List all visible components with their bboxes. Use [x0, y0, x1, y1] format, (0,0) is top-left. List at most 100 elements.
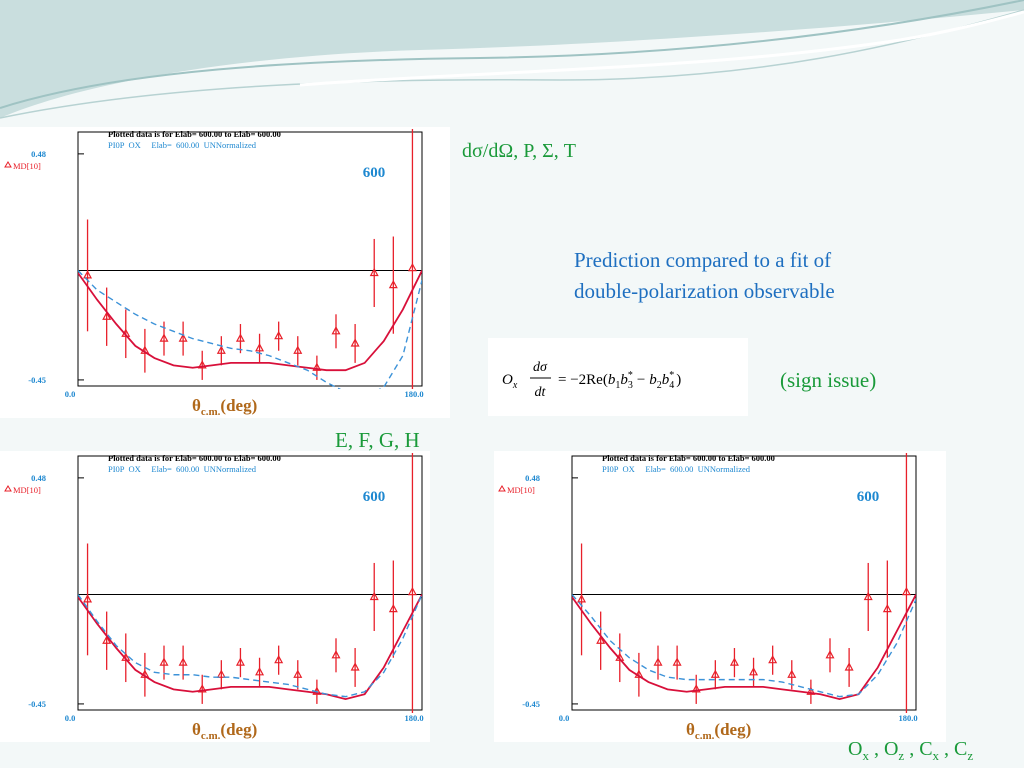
x-axis-unit: (deg) [220, 396, 257, 415]
note: (sign issue) [780, 368, 876, 392]
observable: x [862, 748, 869, 763]
chart-title: Plotted data is for Elab= 600.00 to Elab… [602, 453, 775, 463]
data-point [369, 267, 379, 277]
data-point [216, 345, 226, 354]
fit-curve [78, 594, 422, 700]
legend-label: MD[10] [13, 161, 41, 171]
formula-part: 3 [628, 380, 633, 391]
data-point [274, 330, 284, 340]
annotation: 600 [363, 165, 386, 181]
chart-background [0, 127, 450, 418]
y-tick-label: 0.48 [525, 473, 540, 483]
formula-part: − [637, 372, 645, 388]
data-point [806, 686, 816, 695]
x-axis-unit: (deg) [714, 720, 751, 739]
data-point [83, 594, 93, 603]
data-point [901, 586, 911, 596]
data-point [407, 262, 417, 272]
y-tick-label: -0.45 [28, 699, 46, 709]
data-point [672, 657, 682, 666]
data-point [825, 650, 835, 659]
header-highlight [299, 10, 1024, 87]
formula-part: b [608, 372, 616, 388]
data-point [235, 657, 245, 666]
x-axis-subscript: c.m. [695, 730, 715, 742]
data-point [159, 333, 169, 342]
prediction-line: double-polarization observable [574, 279, 835, 303]
data-point [350, 338, 360, 347]
header-curve [0, 9, 1024, 119]
data-point [235, 333, 245, 342]
formula-part: dσ [533, 360, 548, 375]
data-point [787, 669, 797, 678]
formula-part: ) [676, 372, 681, 388]
data-point [749, 667, 759, 676]
data-point [882, 603, 892, 613]
data-point [388, 603, 398, 613]
x-axis-symbol: θ [686, 720, 695, 739]
observable: x [933, 748, 940, 763]
x-axis-label: θc.m.(deg) [192, 720, 257, 742]
x-axis-subscript: c.m. [201, 406, 221, 418]
group-label: E, F, G, H [335, 428, 420, 452]
formula-part: 4 [669, 380, 674, 391]
data-point [369, 591, 379, 601]
data-point [197, 360, 207, 369]
data-point [102, 311, 112, 320]
chart: Plotted data is for Elab= 600.00 to Elab… [494, 451, 946, 742]
y-tick-label: -0.45 [522, 699, 540, 709]
plot-frame [571, 455, 917, 711]
chart-background [0, 451, 430, 742]
data-point [102, 635, 112, 644]
y-tick-label: 0.48 [31, 149, 46, 159]
heading: dσ/dΩ, P, Σ, T [462, 140, 576, 162]
data-point [710, 669, 720, 678]
fit-curve [78, 270, 422, 372]
observable: , O [869, 738, 898, 760]
data-point [653, 657, 663, 666]
formula-part: * [669, 370, 674, 381]
data-point [388, 279, 398, 289]
observable: , C [939, 738, 967, 760]
data-point [768, 654, 778, 664]
legend-label: MD[10] [13, 485, 41, 495]
chart-subtitle: PI0P OX Elab= 600.00 UNNormalized [108, 464, 257, 474]
x-tick-label: 0.0 [65, 389, 76, 399]
fit-curve [572, 594, 916, 698]
formula-box [488, 338, 748, 416]
formula-part: * [628, 370, 633, 381]
chart: Plotted data is for Elab= 600.00 to Elab… [0, 451, 430, 742]
data-point [312, 362, 322, 371]
x-axis-label: θc.m.(deg) [686, 720, 751, 742]
chart-title: Plotted data is for Elab= 600.00 to Elab… [108, 129, 281, 139]
data-point [274, 654, 284, 664]
chart: Plotted data is for Elab= 600.00 to Elab… [0, 127, 450, 418]
y-tick-label: -0.45 [28, 375, 46, 385]
formula-part: b [662, 372, 670, 388]
formula-part: b [649, 372, 657, 388]
x-tick-label: 0.0 [559, 713, 570, 723]
plot-frame [77, 455, 423, 711]
x-tick-label: 180.0 [404, 713, 423, 723]
group-label: Ox , Oz , Cx , Cz [848, 738, 973, 763]
x-tick-label: 180.0 [898, 713, 917, 723]
chart-title: Plotted data is for Elab= 600.00 to Elab… [108, 453, 281, 463]
fit-curve [78, 270, 422, 389]
data-point [863, 591, 873, 601]
legend-label: MD[10] [507, 485, 535, 495]
formula-part: = −2Re( [558, 372, 608, 388]
data-point [596, 635, 606, 644]
data-point [331, 650, 341, 659]
legend-marker [498, 485, 506, 492]
observable: , C [904, 738, 932, 760]
prediction-line: Prediction compared to a fit of [574, 248, 831, 272]
annotation: 600 [857, 489, 880, 505]
formula-part: b [620, 372, 628, 388]
data-point [293, 345, 303, 354]
chart-subtitle: PI0P OX Elab= 600.00 UNNormalized [602, 464, 751, 474]
legend-marker [4, 485, 12, 492]
x-tick-label: 180.0 [404, 389, 423, 399]
x-axis-symbol: θ [192, 396, 201, 415]
